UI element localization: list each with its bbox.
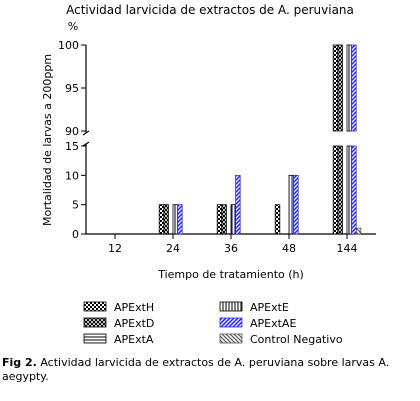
y-tick-label: 5 [72, 199, 79, 212]
y-tick-label: 0 [72, 228, 79, 241]
bar-apexth-24 [158, 204, 165, 235]
legend-label: APExtAE [250, 317, 296, 330]
bar-apextd-144-lower [337, 145, 343, 235]
caption-text: Actividad larvicida de extractos de A. p… [2, 356, 390, 383]
y-tick-label: 100 [58, 39, 79, 52]
x-tick-label: 144 [337, 242, 358, 255]
bar-apexth-144-lower [332, 145, 339, 235]
bars [158, 44, 362, 235]
axes [81, 44, 376, 239]
chart-title: Actividad larvicida de extractos de A. p… [66, 3, 354, 17]
axis-break-mark [82, 130, 90, 136]
legend-swatch [83, 301, 107, 312]
legend-label: Control Negativo [250, 333, 343, 346]
legend-label: APExtD [114, 317, 154, 330]
legend-swatch [219, 317, 243, 328]
legend-swatch [83, 333, 107, 344]
x-tick-label: 48 [282, 242, 296, 255]
bar-apextae-48 [293, 174, 299, 235]
bar-apexte-48 [288, 174, 294, 235]
bar-apexth-48 [274, 204, 281, 235]
x-tick-label: 36 [224, 242, 238, 255]
x-tick-label: 24 [166, 242, 180, 255]
legend-label: APExtE [250, 301, 289, 314]
y-tick-label: 15 [65, 140, 79, 153]
bar-control-negativo-144 [355, 227, 362, 235]
legend: APExtH APExtD APExtA APExtE APExtAE Control N… [83, 301, 343, 346]
bar-apexth-144-upper [332, 44, 339, 132]
bar-apextae-144-lower [351, 145, 357, 235]
tick-labels: 0 5 10 15 90 95 100 12 24 36 48 144 [58, 39, 358, 255]
legend-swatch [219, 301, 243, 312]
bar-apexte-36 [230, 204, 236, 235]
y-axis-label: Mortalidad de larvas a 200ppm [41, 54, 54, 226]
bar-apexte-144-upper [346, 44, 352, 132]
y-tick-label: 90 [65, 125, 79, 138]
bar-apextd-36 [221, 204, 227, 235]
bar-apexte-24 [172, 204, 178, 235]
bar-apextae-24 [177, 204, 183, 235]
caption-label: Fig 2. [2, 356, 37, 369]
bar-apextae-36 [235, 174, 241, 235]
axis-break-mark [82, 141, 90, 147]
bar-apexth-36 [216, 204, 223, 235]
x-axis-label: Tiempo de tratamiento (h) [157, 268, 304, 281]
y-tick-label: 95 [65, 82, 79, 95]
legend-swatch [219, 333, 243, 344]
figure-caption: Fig 2. Actividad larvicida de extractos … [2, 356, 418, 384]
y-tick-label: 10 [65, 169, 79, 182]
x-tick-label: 12 [108, 242, 122, 255]
legend-label: APExtH [114, 301, 154, 314]
bar-apextae-144-upper [351, 44, 357, 132]
bar-apextd-144-upper [337, 44, 343, 132]
bar-apexte-144-lower [346, 145, 352, 235]
legend-label: APExtA [114, 333, 154, 346]
chart-figure: % Mortalidad de larvas a 200ppm Tiempo d… [41, 20, 376, 346]
legend-swatch [83, 317, 107, 328]
bar-apextd-24 [163, 204, 169, 235]
y-axis-unit: % [68, 20, 78, 33]
